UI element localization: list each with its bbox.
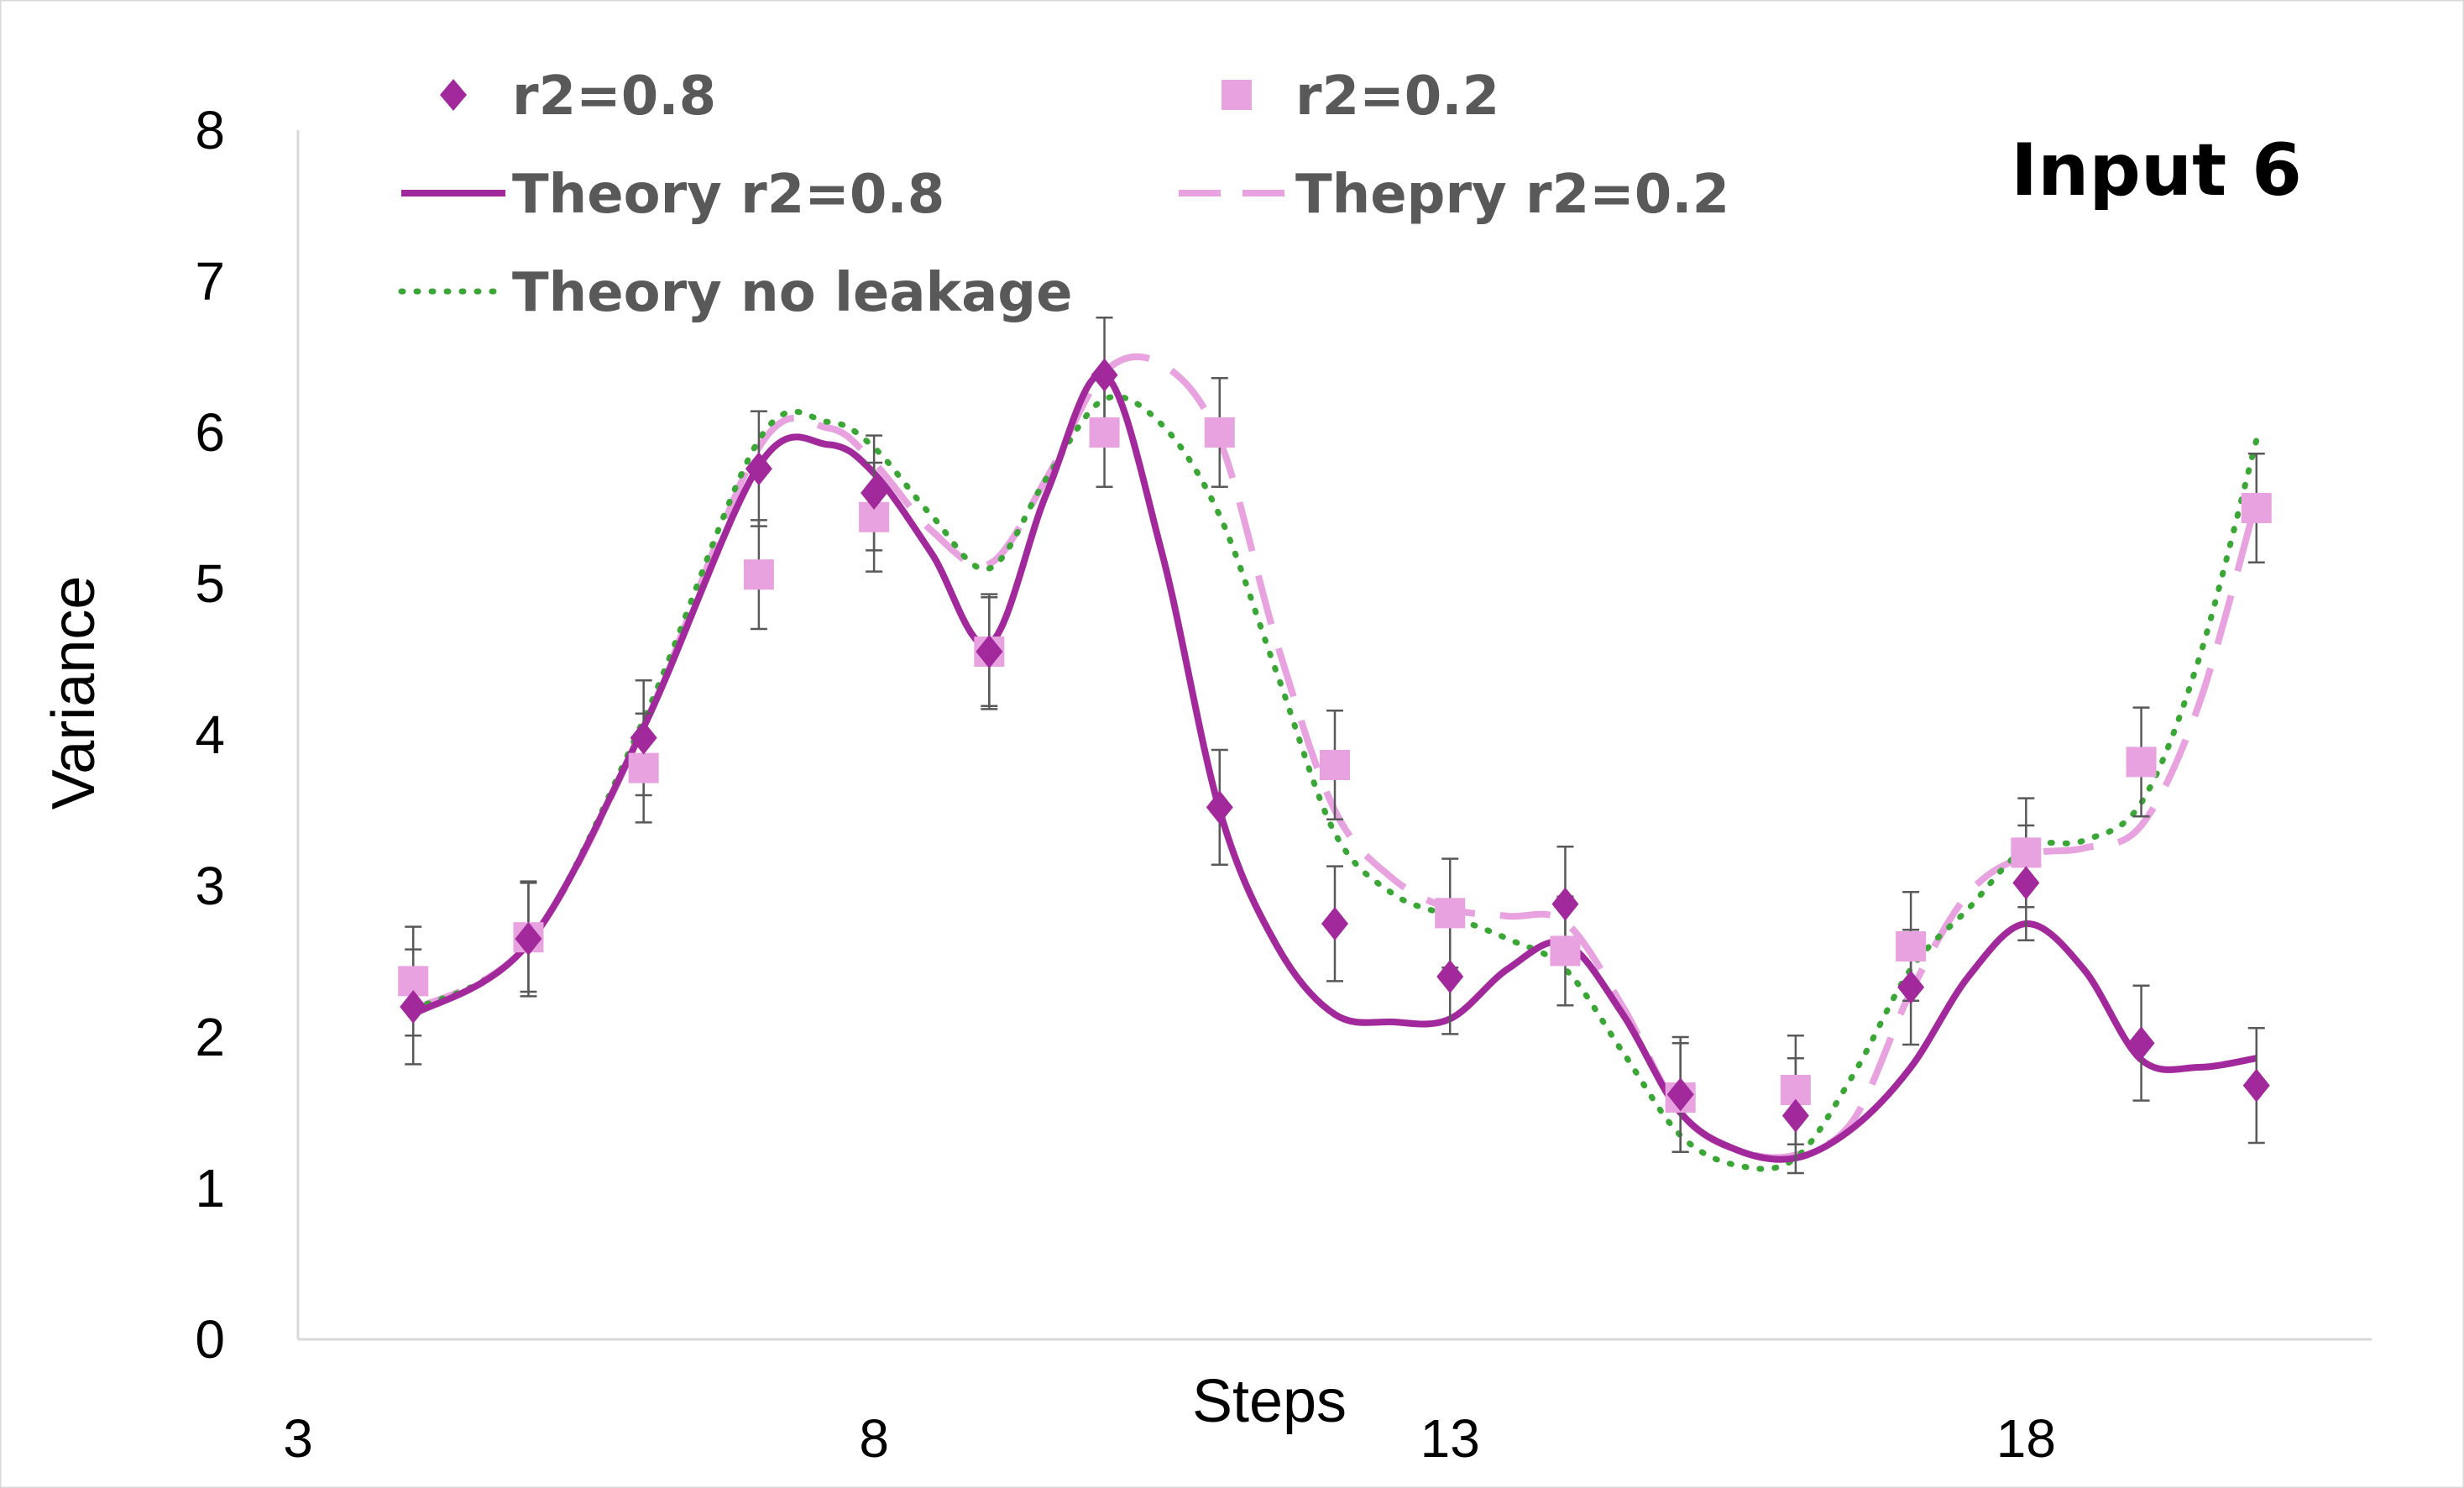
data-point-square [1204, 417, 1235, 448]
tick-labels: 0 1 2 3 4 5 6 7 8 3 8 13 18 [195, 100, 2056, 1469]
legend-label: Thepry r2=0.2 [1295, 164, 1729, 226]
y-tick-label: 1 [195, 1158, 225, 1218]
data-point-diamond [1321, 907, 1348, 940]
x-tick-label: 3 [283, 1408, 313, 1469]
data-point-diamond [976, 635, 1003, 668]
data-point-diamond [2127, 1026, 2155, 1061]
data-point-diamond [1897, 970, 1925, 1004]
data-markers [398, 358, 2272, 1133]
legend: r2=0.8 r2=0.2 Theory r2=0.8 Thepry r2=0.2 Th… [398, 65, 1729, 324]
data-point-square [628, 752, 659, 783]
theory-lines [410, 353, 2260, 1172]
data-point-square [2126, 747, 2157, 778]
y-tick-label: 8 [195, 100, 225, 160]
data-point-diamond [745, 452, 772, 486]
y-tick-label: 3 [195, 856, 225, 916]
y-tick-label: 7 [195, 251, 225, 312]
data-point-square [1435, 898, 1466, 929]
legend-label: Theory no leakage [512, 262, 1072, 324]
data-point-diamond [1091, 358, 1118, 392]
data-point-diamond [861, 476, 888, 510]
legend-label: Theory r2=0.8 [512, 164, 944, 226]
y-tick-label: 2 [195, 1007, 225, 1067]
data-point-square [2011, 837, 2042, 868]
data-point-diamond [630, 720, 657, 755]
legend-label: r2=0.8 [512, 65, 716, 128]
data-point-square [2241, 493, 2272, 523]
data-point-square [743, 559, 774, 590]
legend-label: r2=0.2 [1295, 65, 1499, 128]
y-tick-label: 6 [195, 402, 225, 463]
legend-marker-square [1222, 80, 1252, 110]
y-axis-title: Variance [40, 576, 107, 810]
series-line-theory-no-leakage [410, 393, 2260, 1172]
panel-annotation: Input 6 [2011, 128, 2302, 212]
data-point-diamond [515, 922, 542, 956]
data-point-diamond [1781, 1098, 1809, 1133]
x-tick-label: 13 [1420, 1408, 1480, 1469]
data-point-diamond [2242, 1068, 2270, 1103]
legend-marker-diamond [440, 79, 467, 111]
data-point-diamond [1551, 887, 1579, 921]
data-point-diamond [400, 990, 427, 1024]
data-point-diamond [1666, 1077, 1694, 1112]
axes [296, 130, 2372, 1341]
x-tick-label: 8 [859, 1408, 889, 1469]
x-axis-title: Steps [1192, 1368, 1347, 1435]
data-point-diamond [1206, 790, 1233, 825]
data-point-square [1550, 935, 1581, 967]
data-point-square [1896, 931, 1927, 961]
data-point-square [1089, 417, 1120, 448]
data-point-square [1320, 750, 1350, 780]
y-tick-label: 0 [195, 1309, 225, 1370]
x-tick-label: 18 [1996, 1408, 2056, 1469]
y-tick-label: 4 [195, 705, 225, 765]
data-point-diamond [1436, 960, 1464, 993]
data-point-diamond [2012, 866, 2040, 900]
series-line-theory-r2-0-8 [411, 370, 2257, 1163]
y-tick-label: 5 [195, 553, 225, 614]
